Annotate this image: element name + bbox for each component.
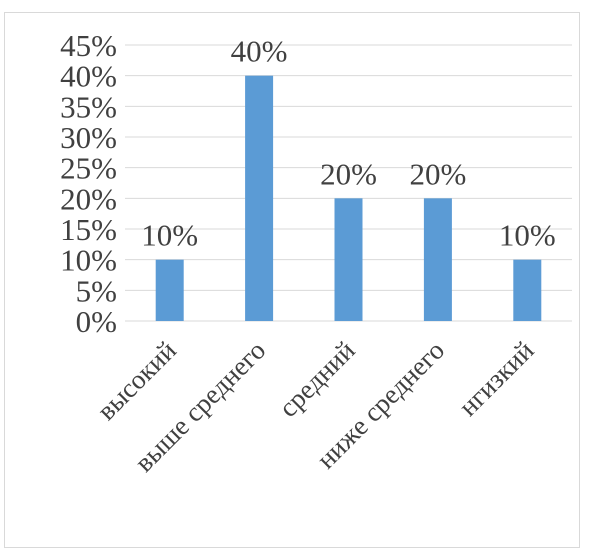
y-tick-label: 20% — [60, 181, 117, 216]
data-label: 10% — [141, 218, 198, 253]
y-tick-label: 30% — [60, 120, 117, 155]
y-tick-label: 40% — [60, 59, 117, 94]
bar — [155, 259, 184, 321]
bar — [334, 198, 363, 321]
bar — [423, 198, 452, 321]
y-tick-label: 0% — [76, 304, 117, 339]
chart-frame — [4, 12, 580, 548]
y-tick-label: 10% — [60, 243, 117, 278]
bar — [513, 259, 542, 321]
y-tick-label: 15% — [60, 212, 117, 247]
y-tick-label: 5% — [76, 273, 117, 308]
y-tick-label: 45% — [60, 28, 117, 63]
x-category-label: высокий — [91, 335, 182, 426]
data-label: 10% — [499, 218, 556, 253]
x-category-label: средний — [273, 335, 361, 423]
data-labels: 10% 40% 20% 20% 10% — [141, 34, 555, 253]
bar — [245, 75, 274, 322]
bars — [155, 75, 542, 322]
y-tick-label: 25% — [60, 151, 117, 186]
y-axis-ticks: 0%5%10%15%20%25%30%35%40%45% — [60, 28, 117, 339]
data-label: 40% — [231, 34, 288, 69]
data-label: 20% — [409, 156, 466, 191]
data-label: 20% — [320, 156, 377, 191]
x-category-label: нгизкий — [453, 335, 540, 422]
grid-layer — [125, 44, 572, 322]
y-tick-label: 35% — [60, 89, 117, 124]
